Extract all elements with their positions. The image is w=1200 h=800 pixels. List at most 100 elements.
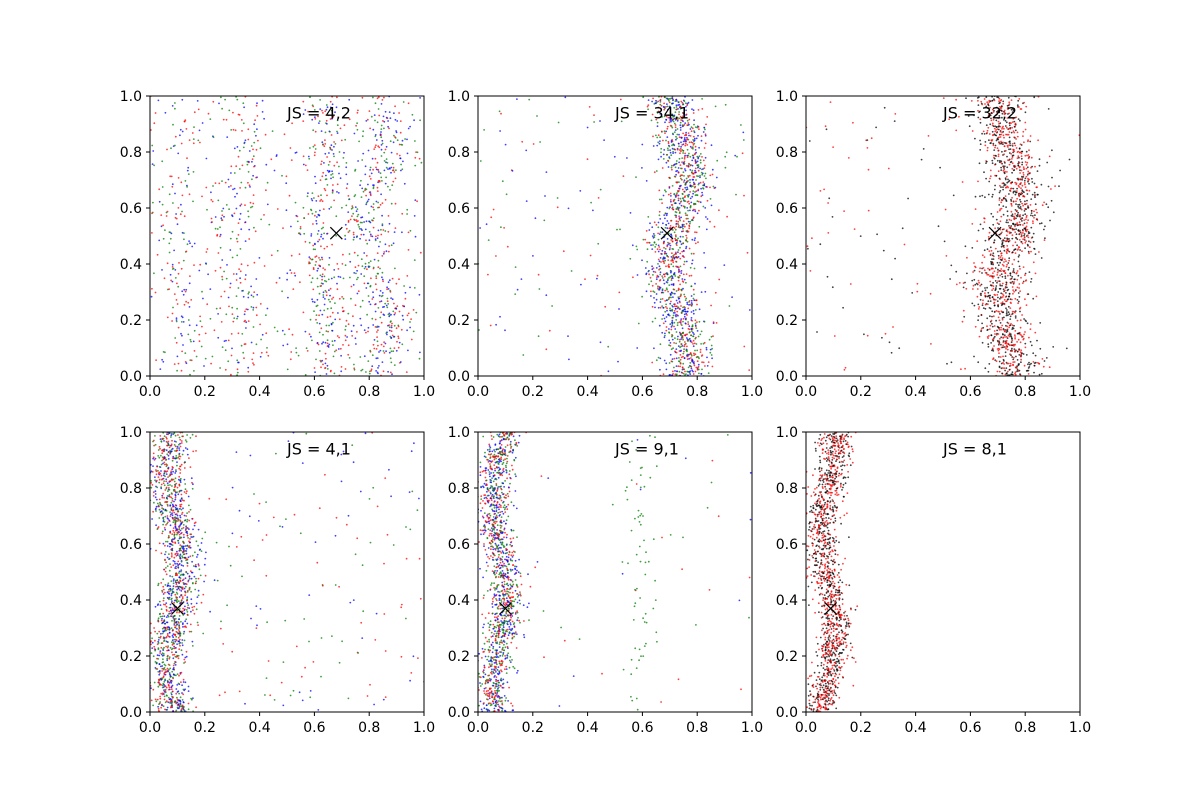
data-point <box>1012 187 1015 190</box>
data-point <box>225 277 228 280</box>
data-point <box>1010 219 1013 222</box>
data-point <box>847 157 850 159</box>
data-point <box>1003 113 1006 116</box>
data-point <box>682 235 684 238</box>
data-point <box>245 321 248 324</box>
data-point <box>379 241 381 243</box>
data-point <box>306 169 309 172</box>
data-point <box>1001 324 1004 327</box>
data-point <box>679 354 682 356</box>
data-point <box>660 261 662 263</box>
data-point <box>326 364 329 367</box>
data-point <box>1028 240 1030 243</box>
data-point <box>228 186 230 188</box>
data-point <box>1011 275 1014 278</box>
data-point <box>348 357 351 359</box>
data-point <box>1018 283 1021 285</box>
data-point <box>662 194 665 197</box>
data-point <box>381 255 384 257</box>
data-point <box>376 161 379 164</box>
data-point <box>1017 246 1020 248</box>
data-point <box>1021 163 1023 166</box>
data-point <box>521 140 524 143</box>
data-point <box>666 307 668 310</box>
data-point <box>153 164 156 167</box>
data-point <box>181 453 184 456</box>
data-point <box>1019 326 1022 329</box>
data-point <box>261 333 264 336</box>
data-point <box>252 155 255 158</box>
data-point <box>984 103 986 105</box>
data-point <box>671 147 674 150</box>
data-point <box>1032 220 1034 223</box>
data-point <box>1023 141 1025 144</box>
data-point <box>320 282 323 285</box>
data-point <box>197 544 200 547</box>
data-point <box>347 221 350 223</box>
data-point <box>990 249 993 252</box>
data-point <box>653 297 655 299</box>
data-point <box>863 333 865 336</box>
data-point <box>1000 109 1003 112</box>
data-point <box>671 257 674 259</box>
data-point <box>1016 365 1018 368</box>
data-point <box>1038 362 1040 365</box>
data-point <box>324 131 327 134</box>
data-point <box>185 250 188 253</box>
data-point <box>742 139 745 141</box>
data-point <box>389 357 392 360</box>
data-point <box>819 190 822 192</box>
data-point <box>1009 190 1012 193</box>
data-point <box>329 130 331 133</box>
data-point <box>1013 218 1016 221</box>
data-point <box>1020 208 1023 211</box>
data-point <box>651 265 653 268</box>
data-point <box>671 240 674 243</box>
data-point <box>618 291 621 294</box>
data-point <box>348 118 351 121</box>
data-point <box>319 209 321 212</box>
data-point <box>694 353 697 356</box>
data-point <box>651 305 654 308</box>
data-point <box>325 330 328 332</box>
data-point <box>188 324 191 327</box>
data-point <box>685 222 688 225</box>
data-point <box>677 220 680 223</box>
data-point <box>828 197 831 200</box>
data-point <box>237 113 240 116</box>
data-point <box>376 252 379 255</box>
data-point <box>1014 315 1017 317</box>
data-point <box>677 194 680 197</box>
data-point <box>232 273 235 275</box>
data-point <box>247 181 249 184</box>
data-point <box>320 675 322 678</box>
data-point <box>360 196 363 199</box>
data-point <box>336 282 338 285</box>
data-point <box>1017 338 1020 341</box>
data-point <box>1016 135 1019 138</box>
data-point <box>678 145 680 148</box>
data-point <box>180 315 183 318</box>
data-point <box>390 202 393 205</box>
data-point <box>978 335 981 338</box>
data-point <box>487 239 490 242</box>
data-point <box>397 335 400 338</box>
data-point <box>537 273 540 276</box>
y-tick-label: 0.2 <box>776 313 798 329</box>
data-point <box>678 357 680 359</box>
data-point <box>657 263 659 265</box>
data-point <box>690 130 693 133</box>
data-point <box>1001 241 1004 244</box>
data-point <box>1024 111 1027 114</box>
data-point <box>1019 268 1021 270</box>
data-point <box>336 119 339 122</box>
data-point <box>1008 293 1011 295</box>
data-point <box>1026 243 1029 246</box>
data-point <box>154 630 157 633</box>
data-point <box>728 305 731 307</box>
data-point <box>1016 270 1019 272</box>
data-point <box>235 165 238 168</box>
data-point <box>1011 228 1014 231</box>
data-point <box>336 183 339 186</box>
data-point <box>1017 99 1020 102</box>
